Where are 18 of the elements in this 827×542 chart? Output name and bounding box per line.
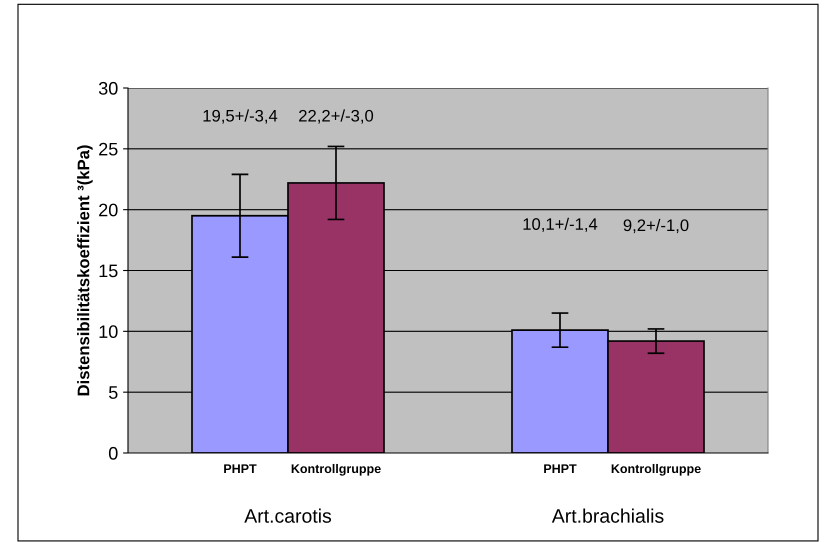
text: PHPT (544, 464, 577, 474)
y-tick-label: 30 (98, 82, 118, 95)
annotation: 19,5+/-3,4 (204, 109, 278, 124)
annotation: 22,2+/-3,0 (299, 109, 374, 124)
annotation: 9,2+/-1,0 (624, 218, 688, 234)
y-tick-label: 15 (100, 264, 118, 278)
series-label: PHPT (224, 464, 257, 474)
y-tick-label: 25 (99, 142, 118, 156)
annotation: 10,1+/-1,4 (524, 218, 598, 232)
y-tick-label: 5 (108, 386, 118, 399)
y-axis-title: Distensibilitätskoeffizient ³(kPa) (77, 145, 93, 396)
y-tick-label: 10 (100, 325, 118, 338)
text: Kontrollgruppe (612, 464, 701, 476)
x-tick-label: Art.carotis (244, 508, 332, 523)
y-tick-label: 20 (99, 204, 118, 216)
y-tick-label: 0 (108, 446, 118, 460)
series-label: Kontrollgruppe (292, 464, 381, 476)
x-tick-label: Art.brachialis (552, 508, 664, 523)
